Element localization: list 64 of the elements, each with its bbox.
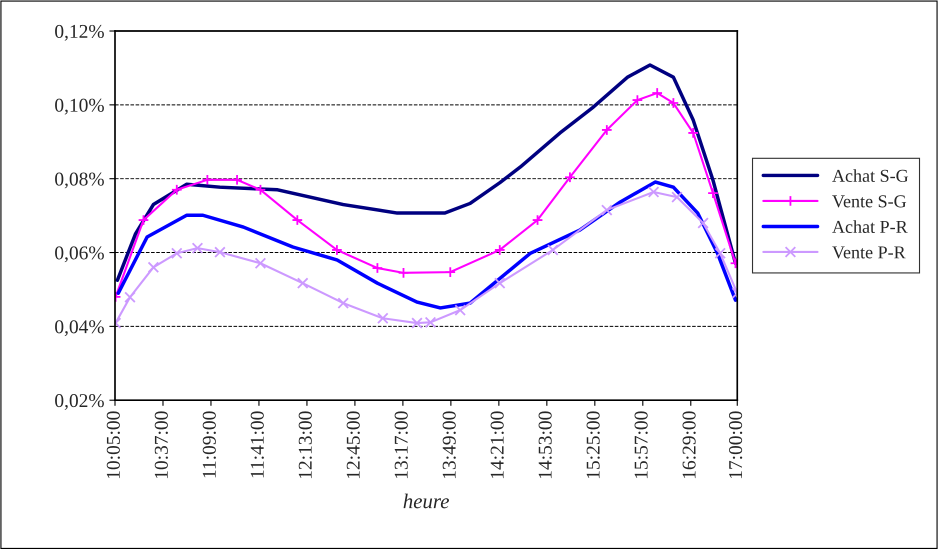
point <box>651 87 663 99</box>
point <box>494 277 506 289</box>
point <box>601 204 613 216</box>
point <box>687 127 699 139</box>
x-tick-label: 11:41:00 <box>250 411 264 478</box>
point <box>454 304 466 316</box>
point <box>231 174 243 186</box>
y-tick-label: 0,08% <box>55 172 104 188</box>
point <box>124 291 136 303</box>
y-tick-label: 0,12% <box>55 24 104 41</box>
x-tick-label: 15:25:00 <box>586 411 600 478</box>
point <box>707 187 719 199</box>
x-tick-label: 10:37:00 <box>154 411 168 478</box>
y-tick-label: 0,10% <box>55 98 104 115</box>
x-tick-label: 15:57:00 <box>634 411 648 478</box>
x-axis-title: heure <box>404 494 449 508</box>
point <box>494 244 506 256</box>
x-tick-label: 14:21:00 <box>490 411 504 478</box>
point <box>171 248 183 260</box>
point <box>547 244 559 256</box>
x-tick-label: 12:13:00 <box>298 411 312 478</box>
point <box>648 186 660 198</box>
point <box>424 316 436 328</box>
y-tick-label: 0,02% <box>55 394 104 410</box>
x-tick-label: 16:29:00 <box>682 411 696 478</box>
point <box>444 266 456 278</box>
x-tick-label: 10:05:00 <box>106 411 120 478</box>
x-tick-label: 17:00:00 <box>729 411 742 478</box>
point <box>532 214 544 226</box>
legend-label: Vente P-R <box>832 246 906 259</box>
x-tick-label: 13:49:00 <box>442 411 456 478</box>
point <box>372 262 384 274</box>
point <box>337 297 349 309</box>
point <box>671 191 683 203</box>
point <box>192 242 204 254</box>
point <box>398 267 410 279</box>
point <box>254 257 266 270</box>
y-tick-label: 0,06% <box>55 246 104 262</box>
x-tick-label: 13:17:00 <box>394 411 408 478</box>
point <box>331 244 343 256</box>
point <box>214 246 226 258</box>
x-tick-label: 11:09:00 <box>202 411 216 478</box>
point <box>254 184 266 196</box>
x-tick-label: 12:45:00 <box>346 411 360 478</box>
point <box>632 94 644 106</box>
point <box>411 317 423 329</box>
legend-label: Achat P-R <box>832 220 908 233</box>
point <box>714 248 726 260</box>
point <box>296 277 308 289</box>
y-tick-label: 0,04% <box>55 320 104 336</box>
point <box>292 214 304 226</box>
point <box>377 312 389 324</box>
legend-label: Achat S-G <box>832 169 908 182</box>
point <box>697 217 709 229</box>
x-tick-label: 14:53:00 <box>538 411 552 478</box>
point <box>171 184 183 196</box>
point <box>601 124 613 136</box>
point <box>202 174 214 186</box>
line-series <box>116 63 738 282</box>
legend-label: Vente S-G <box>832 195 906 208</box>
point <box>138 214 150 226</box>
point <box>148 262 160 274</box>
point <box>564 171 576 183</box>
point <box>668 97 680 109</box>
